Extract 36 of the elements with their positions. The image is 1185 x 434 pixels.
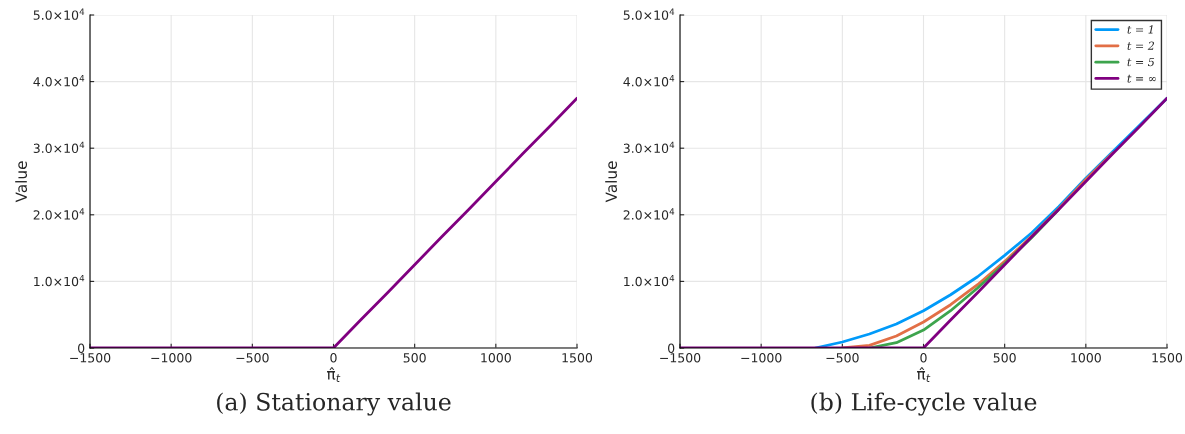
- y-tick-label: 0: [78, 343, 85, 353]
- y-tick-label: 1.0×10$^{4}$: [34, 274, 85, 287]
- x-tick-label: 1000: [1071, 353, 1101, 363]
- x-tick-label: 500: [993, 353, 1016, 363]
- y-tick-label: 3.0×10$^{4}$: [623, 141, 675, 154]
- legend-label: t = 5: [1127, 57, 1155, 67]
- text: (b) Life-cycle value: [811, 392, 1037, 416]
- x-tick-label: −1500: [70, 353, 111, 363]
- x-tick-label: 0: [330, 353, 337, 363]
- legend-label: t = 1: [1127, 25, 1153, 34]
- y-tick-label: 4.0×10$^{4}$: [623, 75, 675, 87]
- y-tick-label: 5.0×10$^{4}$: [623, 8, 675, 20]
- y-axis-title: Value: [15, 161, 28, 203]
- x-tick-label: 1500: [562, 353, 593, 363]
- x-tick-label: −1000: [151, 353, 192, 363]
- x-tick-label: 0: [920, 353, 927, 363]
- y-tick-label: 3.0×10$^{4}$: [33, 141, 85, 154]
- y-axis-title: Value: [605, 161, 618, 203]
- x-tick-label: −1000: [741, 353, 782, 363]
- y-tick-label: 1.0×10$^{4}$: [624, 274, 675, 287]
- x-tick-label: −1500: [660, 353, 701, 363]
- x-tick-label: −500: [826, 353, 859, 363]
- x-axis-title: π̂$_{t}$: [917, 367, 931, 382]
- legend-label: t = 2: [1127, 41, 1155, 50]
- legend-label: t = ∞: [1127, 74, 1156, 83]
- x-axis-title: π̂$_{t}$: [327, 367, 341, 382]
- x-tick-label: −500: [236, 353, 269, 363]
- y-tick-label: 5.0×10$^{4}$: [33, 8, 85, 20]
- y-tick-label: 2.0×10$^{4}$: [623, 208, 675, 220]
- text: (a) Stationary value: [217, 392, 451, 416]
- y-tick-label: 0: [668, 343, 675, 353]
- y-tick-label: 2.0×10$^{4}$: [33, 208, 85, 220]
- y-tick-label: 4.0×10$^{4}$: [33, 75, 85, 87]
- x-tick-label: 500: [403, 353, 426, 363]
- x-tick-label: 1000: [481, 353, 511, 363]
- x-tick-label: 1500: [1152, 353, 1183, 363]
